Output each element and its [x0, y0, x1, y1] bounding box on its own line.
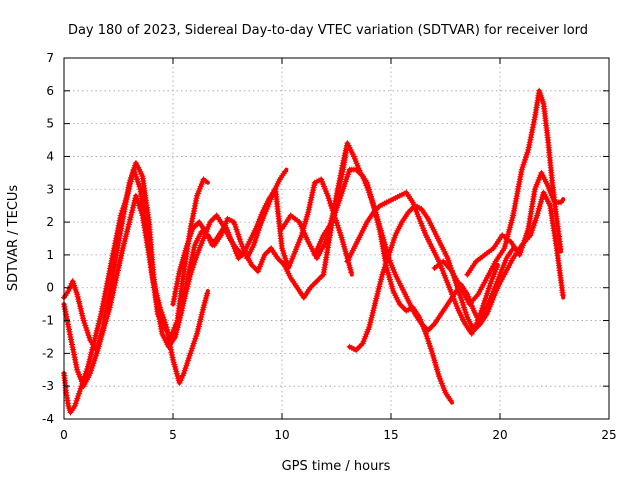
y-axis-label: SDTVAR / TECUs — [6, 185, 21, 292]
x-axis-label: GPS time / hours — [282, 459, 391, 474]
x-tick-label: 5 — [169, 428, 177, 442]
y-tick-label: 6 — [46, 84, 54, 98]
series-markers — [475, 189, 566, 324]
series-markers — [344, 189, 500, 337]
y-tick-label: 2 — [46, 215, 54, 229]
y-tick-labels: -4 -3 -2 -1 0 1 2 3 4 5 6 7 — [42, 51, 54, 426]
y-tick-label: 5 — [46, 117, 54, 131]
y-tick-label: -1 — [42, 314, 54, 328]
y-tick-label: -4 — [42, 412, 54, 426]
x-tick-label: 15 — [383, 428, 398, 442]
x-tick-label: 25 — [601, 428, 616, 442]
y-tick-label: 3 — [46, 182, 54, 196]
y-tick-label: -2 — [42, 346, 54, 360]
x-tick-label: 10 — [274, 428, 289, 442]
y-tick-label: 0 — [46, 281, 54, 295]
series-track-12 — [475, 189, 566, 324]
y-tick-label: 7 — [46, 51, 54, 65]
x-tick-label: 0 — [60, 428, 68, 442]
tick-marks — [63, 57, 610, 420]
y-tick-label: 1 — [46, 248, 54, 262]
plot-frame — [63, 57, 610, 420]
series-layer — [61, 87, 566, 416]
chart-title: Day 180 of 2023, Sidereal Day-to-day VTE… — [68, 23, 588, 38]
x-tick-label: 20 — [492, 428, 507, 442]
x-tick-labels: 0 5 10 15 20 25 — [60, 428, 616, 442]
y-tick-label: 4 — [46, 149, 54, 163]
y-tick-label: -3 — [42, 379, 54, 393]
